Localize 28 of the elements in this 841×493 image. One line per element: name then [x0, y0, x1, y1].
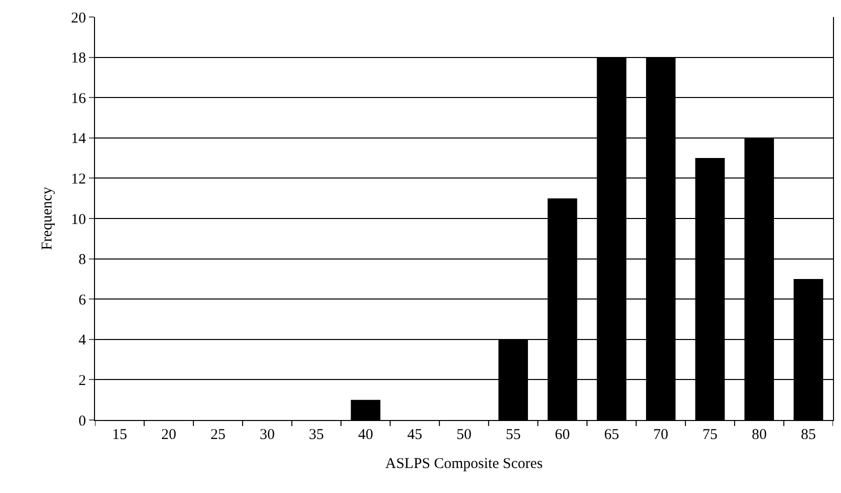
y-tick-label: 8 [78, 252, 86, 268]
x-tick-label: 80 [752, 427, 767, 443]
y-tick-label: 16 [71, 90, 86, 107]
x-tick-label: 75 [702, 427, 718, 443]
y-tick-label: 18 [71, 50, 86, 67]
y-tick-label: 14 [71, 131, 86, 148]
x-tick-label: 55 [506, 427, 521, 443]
x-tick-label: 20 [161, 427, 176, 443]
x-tick-label: 45 [407, 427, 422, 443]
x-tick-label: 15 [112, 427, 128, 443]
x-tick-label: 60 [554, 427, 570, 443]
y-tick-label: 0 [78, 413, 86, 430]
x-tick-label: 25 [210, 427, 226, 443]
y-tick-label: 10 [71, 212, 86, 228]
y-tick-label: 20 [71, 10, 86, 26]
x-tick-label: 35 [308, 427, 324, 443]
x-axis-title: ASLPS Composite Scores [385, 456, 543, 472]
y-tick-label: 4 [78, 332, 86, 349]
y-tick-label: 6 [78, 292, 86, 308]
x-tick-label: 65 [604, 427, 620, 443]
x-tick-label: 30 [260, 427, 275, 443]
x-tick-label: 70 [653, 427, 668, 443]
x-tick-label: 85 [800, 427, 816, 443]
x-tick-label: 40 [358, 427, 374, 443]
x-tick-label: 50 [456, 427, 472, 443]
y-tick-label: 12 [71, 171, 86, 188]
y-tick-label: 2 [78, 372, 86, 389]
y-axis-title: Frequency [39, 186, 56, 250]
